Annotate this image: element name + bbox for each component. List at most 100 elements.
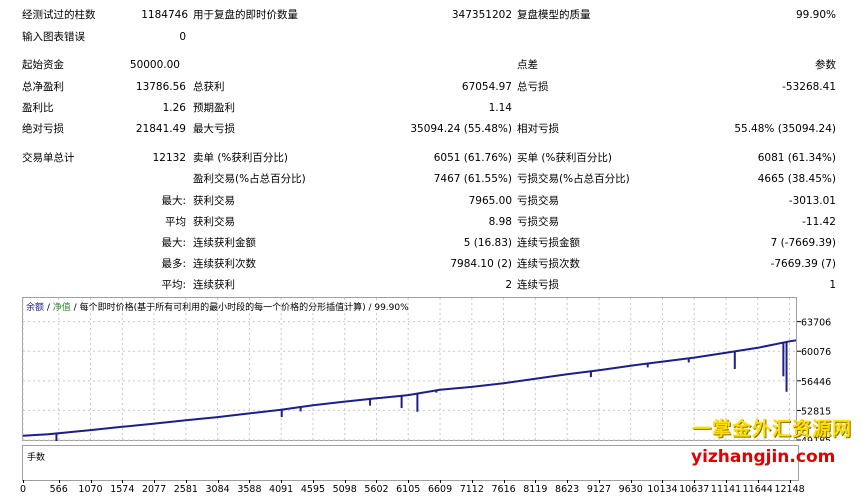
lots-label: 手数: [27, 453, 46, 463]
report-value: 0: [179, 31, 186, 43]
report-label: 连续获利次数: [193, 258, 256, 270]
report-value: 6051 (61.76%): [433, 152, 512, 164]
x-tick-label: 9630: [618, 484, 643, 495]
report-label: 预期盈利: [193, 102, 235, 114]
report-value: 最大:: [161, 237, 186, 249]
x-tick: [249, 480, 251, 483]
x-tick: [535, 480, 537, 483]
report-value: 8.98: [488, 216, 512, 228]
report-value: 最大:: [161, 195, 186, 207]
balance-line: [22, 339, 797, 437]
report-value: 1184746: [141, 9, 188, 21]
x-tick: [58, 480, 60, 483]
report-value: -7669.39 (7): [770, 258, 836, 270]
report-label: 连续亏损金额: [517, 237, 580, 249]
report-label: 起始资金: [22, 59, 64, 71]
report-label: 总净盈利: [22, 81, 64, 93]
x-tick-label: 1070: [78, 484, 103, 495]
report-label: 点差: [517, 59, 538, 71]
report-value: -3013.01: [788, 195, 836, 207]
legend-equity: 净值: [53, 301, 71, 313]
report-label: 获利交易: [193, 216, 235, 228]
report-label: 总获利: [193, 81, 225, 93]
report-value: 7467 (61.55%): [433, 173, 512, 185]
x-tick: [726, 480, 728, 483]
x-tick-label: 7112: [459, 484, 484, 495]
x-tick-label: 6609: [427, 484, 453, 495]
report-label: 亏损交易(%占总百分比): [517, 173, 630, 185]
x-tick: [789, 480, 791, 483]
report-label: 盈利比: [22, 102, 54, 114]
x-tick-label: 1574: [110, 484, 135, 495]
report-value: 7965.00: [468, 195, 512, 207]
report-label: 亏损交易: [517, 195, 559, 207]
x-tick-label: 10637: [679, 484, 710, 495]
report-value: 2: [505, 279, 512, 291]
x-tick-label: 11644: [742, 484, 773, 495]
report-value: 平均:: [161, 279, 186, 291]
x-tick-label: 4091: [269, 484, 294, 495]
report-value: 13786.56: [135, 81, 186, 93]
report-value: 平均: [165, 216, 186, 228]
lots-panel: 手数: [22, 445, 799, 481]
report-value: 7 (-7669.39): [770, 237, 836, 249]
x-tick: [376, 480, 378, 483]
x-tick-label: 8623: [555, 484, 580, 495]
x-tick: [217, 480, 219, 483]
x-tick: [344, 480, 346, 483]
x-tick: [598, 480, 600, 483]
x-tick-label: 5602: [364, 484, 389, 495]
report-value: 6081 (61.34%): [757, 152, 836, 164]
report-label: 复盘模型的质量: [517, 9, 591, 21]
x-tick-label: 8119: [523, 484, 548, 495]
x-tick: [90, 480, 92, 483]
report-value: 55.48% (35094.24): [734, 123, 836, 135]
report-value: 1.26: [162, 102, 186, 114]
x-tick-label: 2581: [173, 484, 198, 495]
report-value: 99.90%: [795, 9, 836, 21]
x-tick: [630, 480, 632, 483]
x-tick-label: 4595: [300, 484, 326, 495]
x-tick-label: 7616: [491, 484, 516, 495]
report-value: 347351202: [451, 9, 512, 21]
x-tick: [312, 480, 314, 483]
legend-description: 每个即时价格(基于所有可利用的最小时段的每一个价格的分形插值计算) / 99.9…: [80, 301, 410, 313]
x-tick: [185, 480, 187, 483]
x-tick-label: 10134: [647, 484, 678, 495]
report-label: 最大亏损: [193, 123, 235, 135]
x-tick-label: 11141: [710, 484, 742, 495]
report-value: 21841.49: [135, 123, 186, 135]
report-label: 输入图表错误: [22, 31, 85, 43]
report-label: 盈利交易(%占总百分比): [193, 173, 306, 185]
report-label: 连续获利: [193, 279, 235, 291]
legend-separator: /: [71, 303, 80, 313]
report-value: -53268.41: [782, 81, 836, 93]
report-value: 35094.24 (55.48%): [410, 123, 512, 135]
report-value: 参数: [815, 59, 836, 71]
x-tick: [440, 480, 442, 483]
x-tick: [122, 480, 124, 483]
chart-header: 余额 / 净值 / 每个即时价格(基于所有可利用的最小时段的每一个价格的分形插值…: [26, 301, 409, 313]
report-label: 相对亏损: [517, 123, 559, 135]
x-axis: 0 566 1070 1574 2077 2581 3084 3588 4091 4595 5098…: [20, 480, 822, 498]
x-tick-label: 3084: [205, 484, 230, 495]
x-tick: [503, 480, 505, 483]
legend-balance: 余额: [26, 301, 44, 313]
x-tick-label: 6105: [396, 484, 421, 495]
report-label: 总亏损: [517, 81, 549, 93]
report-label: 连续获利金额: [193, 237, 256, 249]
report-label: 获利交易: [193, 195, 235, 207]
plot-frame: [22, 297, 797, 441]
report-value: 最多:: [161, 258, 186, 270]
report-label: 经测试过的柱数: [22, 9, 96, 21]
y-tick-label: 60076: [801, 347, 831, 358]
report-value: 1.14: [488, 102, 512, 114]
report-label: 卖单 (%获利百分比): [193, 152, 289, 164]
report-label: 亏损交易: [517, 216, 559, 228]
report-value: 50000.00: [129, 59, 180, 71]
report-label: 用于复盘的即时价数量: [193, 9, 298, 21]
x-tick: [471, 480, 473, 483]
x-tick-label: 12148: [774, 484, 805, 495]
report-label: 交易单总计: [22, 152, 75, 164]
x-tick: [757, 480, 759, 483]
